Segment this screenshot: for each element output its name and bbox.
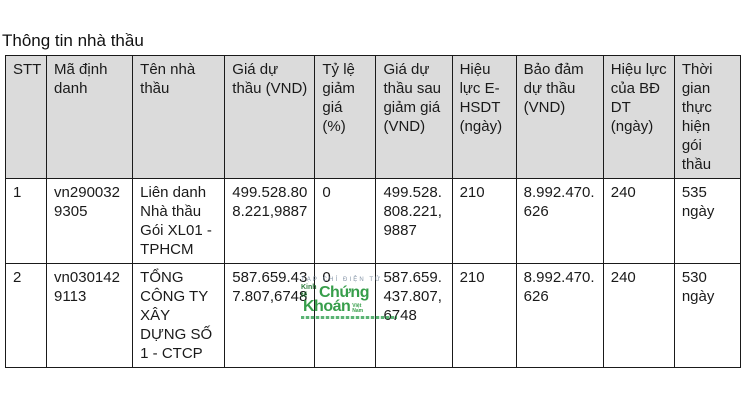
cell-gia-du-thau: 499.528.808.221,9887 bbox=[224, 178, 316, 264]
cell-stt: 2 bbox=[4, 263, 48, 368]
cell-hieu-luc-bddt: 240 bbox=[602, 178, 675, 264]
cell-ma-dinh-danh: vn0301429113 bbox=[46, 263, 134, 368]
cell-hieu-luc-ehsdt: 210 bbox=[451, 263, 517, 368]
cell-bao-dam-du-thau: 8.992.470.626 bbox=[515, 263, 604, 368]
col-header-hieu-luc-ehsdt: Hiệu lực E-HSDT (ngày) bbox=[451, 55, 517, 179]
col-header-ma-dinh-danh: Mã định danh bbox=[46, 55, 134, 179]
cell-thoi-gian: 530 ngày bbox=[673, 263, 742, 368]
cell-thoi-gian: 535 ngày bbox=[673, 178, 742, 264]
cell-bao-dam-du-thau: 8.992.470.626 bbox=[515, 178, 604, 264]
cell-ma-dinh-danh: vn2900329305 bbox=[46, 178, 134, 264]
col-header-ty-le-giam-gia: Tỷ lệ giảm giá (%) bbox=[314, 55, 377, 179]
cell-stt: 1 bbox=[4, 178, 48, 264]
col-header-bao-dam-du-thau: Bảo đảm dự thầu (VND) bbox=[515, 55, 604, 179]
table-row: 2 vn0301429113 TỔNG CÔNG TY XÂY DỰNG SỐ … bbox=[4, 263, 742, 368]
col-header-thoi-gian: Thời gian thực hiện gói thầu bbox=[673, 55, 742, 179]
col-header-hieu-luc-bddt: Hiệu lực của BĐ DT (ngày) bbox=[602, 55, 675, 179]
cell-hieu-luc-ehsdt: 210 bbox=[451, 178, 517, 264]
cell-gia-sau-giam-gia: 499.528.808.221,9887 bbox=[375, 178, 453, 264]
cell-ty-le-giam-gia: 0 bbox=[314, 263, 377, 368]
page-title: Thông tin nhà thầu bbox=[2, 31, 144, 50]
cell-gia-du-thau: 587.659.437.807,6748 bbox=[224, 263, 316, 368]
table-header-row: STT Mã định danh Tên nhà thầu Giá dự thầ… bbox=[4, 55, 742, 179]
table-row: 1 vn2900329305 Liên danh Nhà thầu Gói XL… bbox=[4, 178, 742, 264]
col-header-stt: STT bbox=[4, 55, 48, 179]
cell-ty-le-giam-gia: 0 bbox=[314, 178, 377, 264]
col-header-gia-du-thau: Giá dự thầu (VND) bbox=[224, 55, 316, 179]
cell-gia-sau-giam-gia: 587.659.437.807,6748 bbox=[375, 263, 453, 368]
cell-hieu-luc-bddt: 240 bbox=[602, 263, 675, 368]
col-header-gia-sau-giam-gia: Giá dự thầu sau giảm giá (VND) bbox=[375, 55, 453, 179]
cell-ten-nha-thau: TỔNG CÔNG TY XÂY DỰNG SỐ 1 - CTCP bbox=[132, 263, 226, 368]
cell-ten-nha-thau: Liên danh Nhà thầu Gói XL01 - TPHCM bbox=[132, 178, 226, 264]
bidders-table: STT Mã định danh Tên nhà thầu Giá dự thầ… bbox=[4, 55, 742, 368]
col-header-ten-nha-thau: Tên nhà thầu bbox=[132, 55, 226, 179]
